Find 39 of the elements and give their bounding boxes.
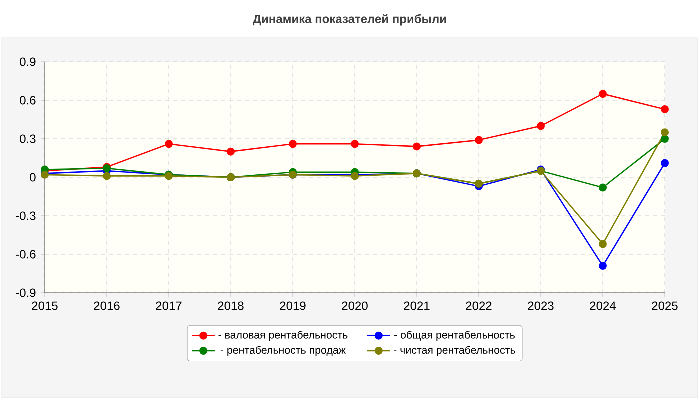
point	[661, 128, 670, 137]
point	[599, 90, 608, 98]
point	[599, 184, 608, 192]
legend-label: - рентабельность продаж	[220, 346, 346, 356]
point	[661, 105, 670, 114]
x-tick-label: 2020	[342, 302, 368, 310]
point	[599, 262, 608, 270]
y-tick-label: -0.3	[16, 212, 36, 220]
x-tick-label: 2017	[156, 302, 182, 310]
point	[661, 135, 670, 144]
point	[475, 136, 484, 144]
point	[351, 140, 360, 148]
legend-label: - валовая рентабельность	[218, 330, 348, 341]
y-tick-label: 0.9	[20, 58, 36, 66]
point	[103, 172, 112, 180]
y-tick-label: -0.6	[16, 250, 36, 259]
x-tick-label: 2022	[466, 302, 492, 310]
point	[289, 140, 298, 148]
y-tick-label: 0.6	[20, 96, 36, 105]
y-tick-label: -0.9	[16, 288, 36, 298]
legend-label: - чистая рентабельность	[394, 346, 516, 356]
y-tick-label: 0.3	[20, 134, 36, 144]
point	[537, 122, 546, 130]
x-tick-label: 2018	[218, 302, 244, 310]
y-tick-label: 0	[30, 173, 36, 182]
x-tick-label: 2015	[32, 302, 58, 310]
x-tick-label: 2025	[652, 302, 678, 310]
point	[413, 142, 422, 151]
point	[599, 240, 608, 248]
point	[661, 159, 670, 168]
x-tick-label: 2016	[94, 302, 120, 310]
x-tick-label: 2021	[404, 302, 430, 310]
x-tick-label: 2023	[528, 302, 554, 310]
legend-label: - общая рентабельность	[394, 330, 515, 341]
point	[164, 140, 174, 148]
chart-title: Динамика показателей прибыли	[253, 14, 446, 26]
x-tick-label: 2024	[590, 302, 616, 310]
point	[227, 148, 236, 156]
x-tick-label: 2019	[280, 302, 306, 310]
